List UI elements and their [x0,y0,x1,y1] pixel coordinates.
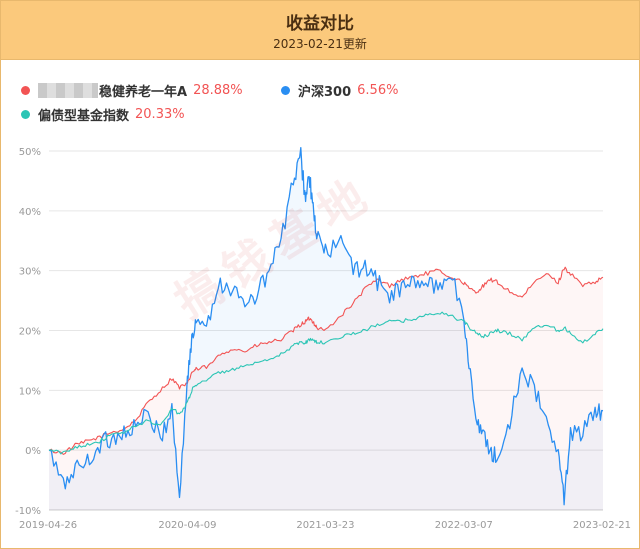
legend-item-hs300[interactable]: 沪深300 6.56% [281,81,398,100]
legend-value-hs300: 6.56% [357,83,399,98]
y-tick-label: 10% [19,386,41,397]
legend-item-bond-index[interactable]: 偏债型基金指数 20.33% [21,105,185,124]
y-tick-label: 50% [19,147,41,158]
y-tick-label: 40% [19,207,41,218]
legend-label-bond-index: 偏债型基金指数 [38,109,130,124]
legend-value-bond-index: 20.33% [135,107,185,122]
legend-dot-bond-index [21,110,30,119]
y-tick-label: -10% [15,506,41,517]
masked-fund-name-prefix [38,83,98,98]
series-line-hs300 [48,147,604,506]
x-tick-label: 2021-03-23 [296,520,354,531]
update-date: 2023-02-21更新 [273,37,367,51]
legend-label-hs300: 沪深300 [298,85,352,100]
x-tick-label: 2022-03-07 [435,520,493,531]
legend-dot-fund [21,86,30,95]
chart-title: 收益对比 [286,14,354,34]
x-tick-label: 2019-04-26 [19,520,77,531]
series-line-fund [48,266,604,455]
x-tick-label: 2020-04-09 [158,520,216,531]
legend-value-fund: 28.88% [193,83,243,98]
y-tick-label: 30% [19,267,41,278]
x-tick-label: 2023-02-21 [573,520,631,531]
legend-item-fund[interactable]: 稳健养老一年A 28.88% [21,81,243,100]
chart-header: 收益对比 2023-02-21更新 [1,1,639,60]
y-tick-label: 20% [19,327,41,338]
y-tick-label: 0% [25,446,41,457]
legend-dot-hs300 [281,86,290,95]
legend-label-fund: 稳健养老一年A [99,85,188,100]
series-line-bond-index [48,311,604,455]
